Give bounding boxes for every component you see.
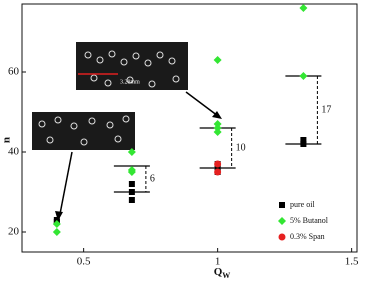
point xyxy=(128,181,135,187)
point xyxy=(128,189,135,195)
inset-image: 3.28mm xyxy=(76,42,188,90)
plot-frame xyxy=(21,3,358,253)
arrowhead xyxy=(55,211,63,221)
point xyxy=(52,228,61,236)
x-tick-label: 1.5 xyxy=(345,256,359,268)
point xyxy=(299,4,308,12)
y-axis-label: n xyxy=(1,137,13,143)
bracket-label: 6 xyxy=(150,173,155,184)
y-tick-label: 20 xyxy=(8,226,20,238)
legend-marker xyxy=(278,233,286,241)
point xyxy=(214,168,222,176)
point xyxy=(52,220,61,228)
legend-marker xyxy=(278,217,286,225)
point xyxy=(300,141,307,147)
point xyxy=(127,168,136,176)
y-tick-label: 40 xyxy=(8,146,20,158)
legend-label: 0.3% Span xyxy=(290,232,325,241)
inset-label: 3.28mm xyxy=(120,79,140,85)
bracket-label: 17 xyxy=(321,104,331,115)
inset-image xyxy=(32,112,135,150)
point xyxy=(299,72,308,80)
x-tick-label: 1 xyxy=(215,256,221,268)
legend-label: 5% Butanol xyxy=(290,216,329,225)
x-axis-label: QW xyxy=(214,266,231,280)
point xyxy=(214,165,221,171)
x-tick-label: 0.5 xyxy=(77,256,91,268)
legend-marker xyxy=(279,202,285,208)
arrow xyxy=(185,91,219,117)
point xyxy=(213,128,222,136)
point xyxy=(214,160,222,168)
arrowhead xyxy=(212,111,222,119)
legend-label: pure oil xyxy=(290,200,315,209)
point xyxy=(213,56,222,64)
y-tick-label: 60 xyxy=(8,66,20,78)
point xyxy=(128,197,135,203)
point xyxy=(300,137,307,143)
point xyxy=(127,148,136,156)
arrow xyxy=(59,151,73,215)
bracket-label: 10 xyxy=(236,142,246,153)
